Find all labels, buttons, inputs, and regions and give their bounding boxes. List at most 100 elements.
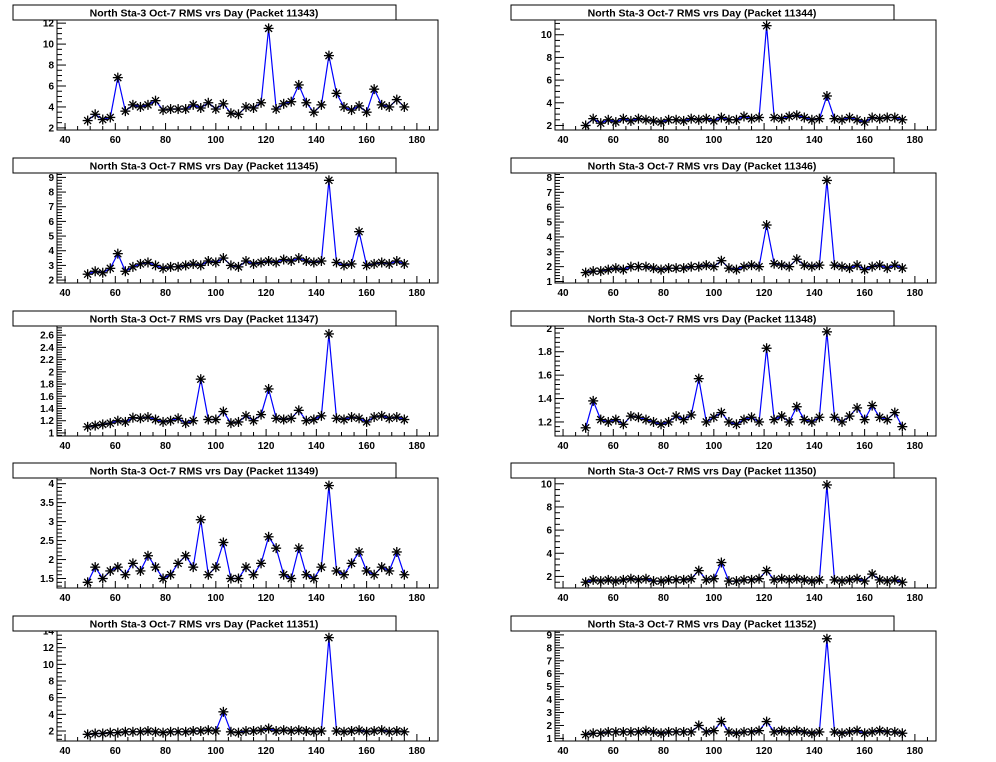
marker-stroke: [807, 729, 816, 738]
marker-stroke: [619, 114, 628, 123]
data-point: [776, 725, 787, 736]
data-point: [784, 261, 795, 272]
x-tick-label: 100: [705, 135, 722, 146]
x-tick-label: 140: [806, 746, 823, 757]
data-point: [625, 411, 636, 422]
marker-stroke: [264, 257, 273, 265]
marker-stroke: [370, 727, 379, 735]
marker-stroke: [264, 724, 273, 733]
data-point: [188, 726, 199, 736]
marker-stroke: [189, 100, 198, 109]
data-point: [799, 112, 810, 123]
data-point: [867, 726, 878, 737]
data-point: [595, 414, 606, 425]
data-point: [218, 706, 229, 717]
marker-stroke: [174, 414, 183, 423]
data-point: [271, 543, 282, 554]
y-tick-label: 1.4: [40, 404, 54, 415]
data-point: [173, 413, 184, 424]
x-tick-label: 160: [358, 288, 375, 299]
plot-frame: [56, 172, 439, 284]
marker-stroke: [815, 261, 824, 270]
y-tick-label: 2.2: [40, 355, 54, 366]
marker-stroke: [611, 118, 620, 127]
marker-stroke: [717, 408, 726, 417]
data-point: [293, 79, 304, 90]
data-point: [354, 725, 365, 736]
data-point: [286, 96, 297, 107]
chart-panel: 40 60 80 100 120 140 160 180 1 2 3 4 5 6 7 8 North Sta-3…: [510, 157, 937, 299]
marker-stroke: [377, 726, 386, 735]
marker-stroke: [890, 408, 899, 417]
marker-stroke: [257, 410, 266, 419]
data-point: [784, 574, 795, 585]
data-point: [263, 23, 274, 34]
marker-stroke: [166, 570, 175, 579]
marker-stroke: [664, 264, 673, 273]
data-point: [165, 415, 176, 426]
marker-stroke: [657, 265, 666, 274]
marker-stroke: [611, 577, 620, 586]
marker-stroke: [121, 570, 130, 579]
marker-stroke: [287, 257, 296, 265]
data-point: [640, 414, 651, 425]
data-point: [671, 263, 682, 274]
y-tick-label: 8: [546, 173, 552, 184]
marker-stroke: [785, 575, 794, 584]
y-tick-label: 3: [48, 517, 54, 528]
data-point: [625, 115, 636, 126]
marker-stroke: [392, 413, 401, 422]
marker-stroke: [385, 414, 394, 423]
data-point: [844, 574, 855, 585]
marker-stroke: [740, 575, 748, 584]
marker-stroke: [392, 548, 401, 556]
marker-stroke: [822, 92, 831, 100]
data-point: [301, 97, 312, 108]
data-point: [203, 725, 214, 736]
marker-stroke: [740, 112, 748, 121]
marker-stroke: [121, 107, 130, 116]
data-point: [746, 574, 757, 585]
chart-panel: 40 60 80 100 120 140 160 180 2 4 6 8 10 North Sta-3 O…: [510, 4, 937, 146]
data-point: [369, 84, 380, 95]
y-tick-label: 4: [546, 695, 552, 706]
x-tick-label: 120: [756, 746, 773, 757]
marker-stroke: [838, 577, 846, 586]
data-point: [331, 413, 342, 424]
marker-stroke: [777, 261, 786, 270]
x-tick-label: 60: [110, 593, 122, 604]
x-tick-label: 180: [409, 135, 426, 146]
data-point: [308, 726, 319, 737]
title-box: [510, 615, 895, 632]
chart-panel: 40 60 80 100 120 140 160 180 2 3 4 5 6 7 8 9 North Sta-3…: [12, 157, 439, 299]
marker-stroke: [883, 113, 892, 122]
y-tick-label: 4: [48, 102, 54, 113]
marker-stroke: [332, 89, 341, 98]
marker-stroke: [204, 726, 213, 735]
marker-stroke: [242, 727, 250, 735]
marker-stroke: [174, 559, 183, 568]
data-point: [112, 727, 123, 738]
data-point: [391, 726, 402, 736]
marker-stroke: [815, 114, 824, 123]
marker-stroke: [589, 396, 598, 405]
marker-stroke: [717, 717, 726, 726]
y-tick-label: 8: [48, 188, 54, 199]
marker-stroke: [370, 259, 379, 268]
marker-stroke: [807, 115, 816, 124]
marker-stroke: [717, 558, 726, 567]
marker-stroke: [800, 261, 809, 270]
marker-stroke: [98, 268, 107, 277]
marker-stroke: [347, 727, 356, 735]
marker-stroke: [642, 262, 650, 271]
x-tick-label: 160: [358, 746, 375, 757]
chart-title: North Sta-3 Oct-7 RMS vrs Day (Packet 11…: [588, 161, 817, 173]
marker-stroke: [596, 119, 605, 128]
x-tick-label: 160: [856, 746, 873, 757]
marker-stroke: [604, 115, 613, 124]
data-point: [331, 88, 342, 99]
data-point: [376, 410, 387, 421]
marker-stroke: [189, 563, 198, 572]
